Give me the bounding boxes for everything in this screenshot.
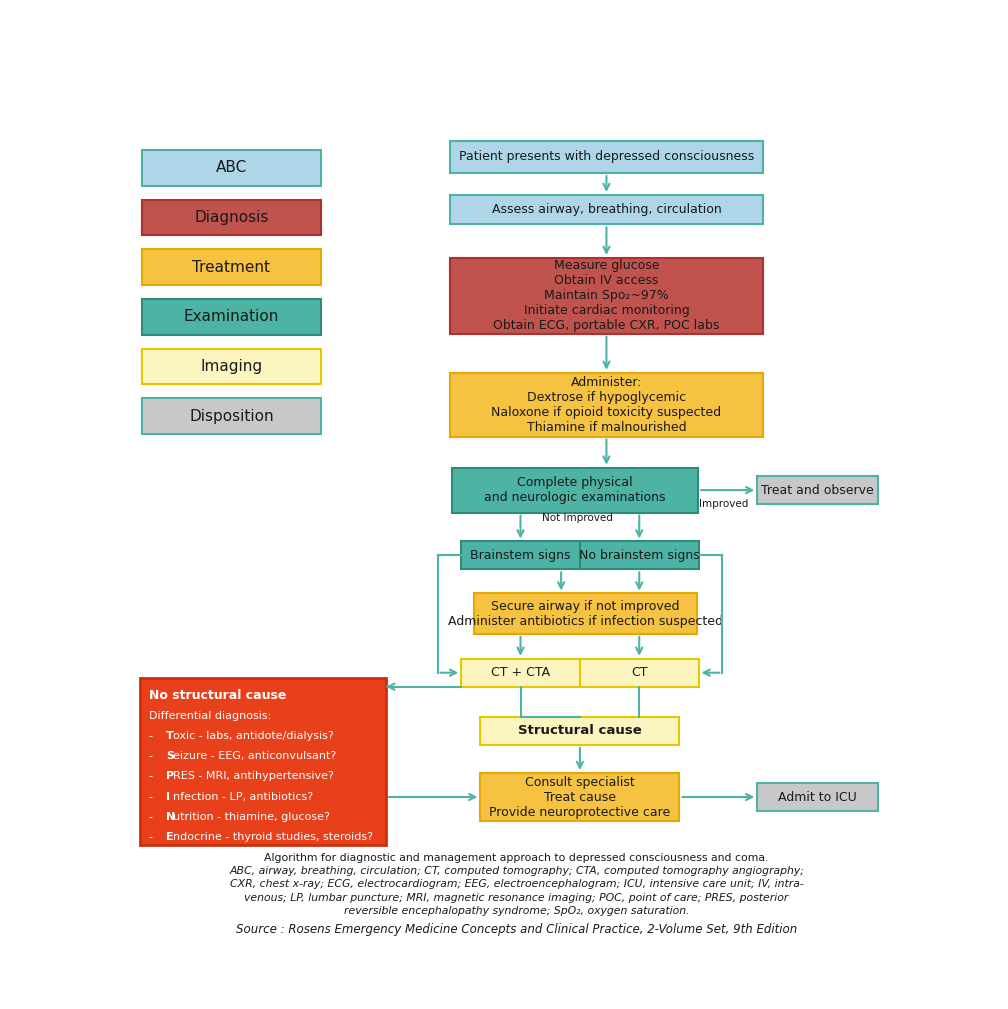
Text: Imaging: Imaging <box>201 359 262 374</box>
Text: Source : Rosens Emergency Medicine Concepts and Clinical Practice, 2-Volume Set,: Source : Rosens Emergency Medicine Conce… <box>236 923 797 936</box>
FancyBboxPatch shape <box>461 542 580 569</box>
Text: CT: CT <box>631 666 647 679</box>
FancyBboxPatch shape <box>580 542 699 569</box>
Text: ABC: ABC <box>216 160 247 176</box>
Text: Consult specialist
Treat cause
Provide neuroprotective care: Consult specialist Treat cause Provide n… <box>489 776 670 818</box>
Text: I: I <box>166 792 169 801</box>
Text: eizure - EEG, anticonvulsant?: eizure - EEG, anticonvulsant? <box>173 751 336 761</box>
Text: Algorithm for diagnostic and management approach to depressed consciousness and : Algorithm for diagnostic and management … <box>264 853 769 863</box>
Text: venous; LP, lumbar puncture; MRI, magnetic resonance imaging; POC, point of care: venous; LP, lumbar puncture; MRI, magnet… <box>244 893 789 903</box>
Text: Examination: Examination <box>183 310 279 324</box>
FancyBboxPatch shape <box>140 678 386 846</box>
FancyBboxPatch shape <box>142 349 321 384</box>
Text: Differential diagnosis:: Differential diagnosis: <box>149 710 272 720</box>
Text: Diagnosis: Diagnosis <box>195 210 269 225</box>
Text: P: P <box>166 771 174 781</box>
Text: Disposition: Disposition <box>190 409 274 424</box>
FancyBboxPatch shape <box>142 200 321 235</box>
Text: oxic - labs, antidote/dialysis?: oxic - labs, antidote/dialysis? <box>173 731 334 741</box>
Text: S: S <box>166 751 173 761</box>
Text: Improved: Improved <box>699 499 748 510</box>
FancyBboxPatch shape <box>580 659 699 687</box>
FancyBboxPatch shape <box>451 195 763 224</box>
Text: Not Improved: Not Improved <box>542 513 613 523</box>
FancyBboxPatch shape <box>480 773 679 821</box>
Text: CT + CTA: CT + CTA <box>491 666 550 679</box>
Text: Structural cause: Structural cause <box>518 724 642 738</box>
FancyBboxPatch shape <box>480 717 679 745</box>
FancyBboxPatch shape <box>461 659 580 687</box>
Text: -: - <box>149 731 157 741</box>
FancyBboxPatch shape <box>142 299 321 335</box>
Text: -: - <box>149 751 157 761</box>
Text: E: E <box>166 832 173 842</box>
Text: Admit to ICU: Admit to ICU <box>778 790 857 803</box>
Text: Administer:
Dextrose if hypoglycemic
Naloxone if opioid toxicity suspected
Thiam: Administer: Dextrose if hypoglycemic Nal… <box>491 375 722 434</box>
FancyBboxPatch shape <box>142 399 321 434</box>
Text: -: - <box>149 812 157 821</box>
Text: Brainstem signs: Brainstem signs <box>471 549 571 562</box>
Text: Treat and observe: Treat and observe <box>761 483 874 496</box>
FancyBboxPatch shape <box>451 372 763 437</box>
Text: Treatment: Treatment <box>193 259 270 274</box>
Text: -: - <box>149 832 157 842</box>
Text: T: T <box>166 731 173 741</box>
Text: Assess airway, breathing, circulation: Assess airway, breathing, circulation <box>492 203 722 216</box>
Text: Complete physical
and neurologic examinations: Complete physical and neurologic examina… <box>485 476 666 504</box>
Text: RES - MRI, antihypertensive?: RES - MRI, antihypertensive? <box>173 771 334 781</box>
Text: -: - <box>149 792 157 801</box>
Text: reversible encephalopathy syndrome; SpO₂, oxygen saturation.: reversible encephalopathy syndrome; SpO₂… <box>344 906 689 916</box>
Text: ndocrine - thyroid studies, steroids?: ndocrine - thyroid studies, steroids? <box>173 832 373 842</box>
FancyBboxPatch shape <box>474 593 697 634</box>
Text: ABC, airway, breathing, circulation; CT, computed tomography; CTA, computed tomo: ABC, airway, breathing, circulation; CT,… <box>229 866 804 876</box>
FancyBboxPatch shape <box>451 258 763 334</box>
FancyBboxPatch shape <box>451 140 763 174</box>
Text: No structural cause: No structural cause <box>149 689 287 702</box>
Text: N: N <box>166 812 175 821</box>
FancyBboxPatch shape <box>757 476 878 504</box>
Text: Measure glucose
Obtain IV access
Maintain Spo₂~97%
Initiate cardiac monitoring
O: Measure glucose Obtain IV access Maintai… <box>493 259 720 332</box>
FancyBboxPatch shape <box>142 249 321 285</box>
Text: nfection - LP, antibiotics?: nfection - LP, antibiotics? <box>173 792 313 801</box>
Text: utrition - thiamine, glucose?: utrition - thiamine, glucose? <box>173 812 330 821</box>
FancyBboxPatch shape <box>142 149 321 186</box>
Text: Patient presents with depressed consciousness: Patient presents with depressed consciou… <box>459 150 754 163</box>
FancyBboxPatch shape <box>453 467 699 513</box>
FancyBboxPatch shape <box>757 783 878 811</box>
Text: No brainstem signs: No brainstem signs <box>579 549 700 562</box>
Text: -: - <box>149 771 157 781</box>
Text: CXR, chest x-ray; ECG, electrocardiogram; EEG, electroencephalogram; ICU, intens: CXR, chest x-ray; ECG, electrocardiogram… <box>230 880 803 889</box>
Text: Secure airway if not improved
Administer antibiotics if infection suspected: Secure airway if not improved Administer… <box>448 599 723 628</box>
